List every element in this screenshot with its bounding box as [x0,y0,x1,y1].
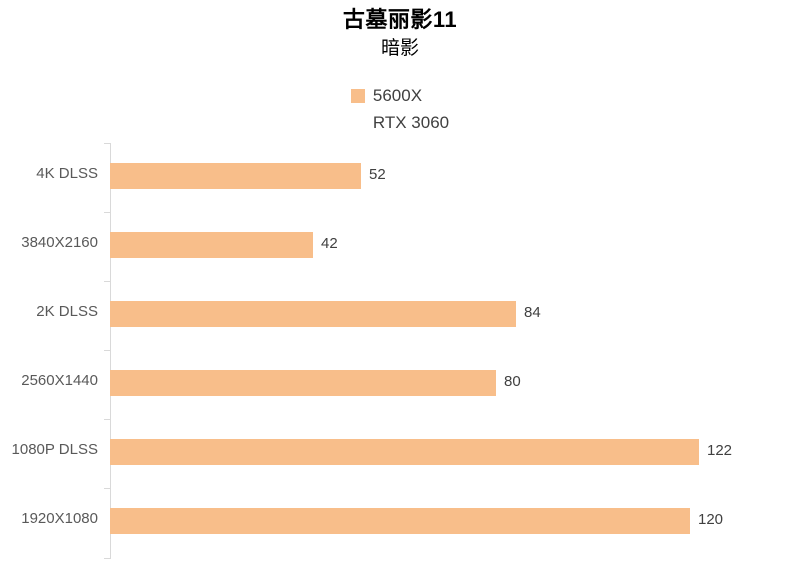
bar-4[interactable] [110,439,699,465]
bar-3[interactable] [110,370,496,396]
y-axis-tick [104,488,110,489]
bar-value-3: 80 [504,373,521,390]
bar-value-0: 52 [369,166,386,183]
plot-area: 4K DLSS 52 3840X2160 42 2K DLSS 84 2560X… [12,143,800,558]
bar-value-1: 42 [321,235,338,252]
bar-0[interactable] [110,163,361,189]
legend-entry-5600x[interactable]: 5600X [350,84,449,108]
chart-subtitle: 暗影 [380,38,419,59]
category-label-3: 2560X1440 [21,372,98,389]
category-label-5: 1920X1080 [21,510,98,527]
y-axis-line [110,143,111,559]
chart-legend: 5600X RTX 3060 [0,84,800,136]
legend-note: RTX 3060 [372,113,450,132]
y-axis-tick [104,558,110,559]
category-label-2: 2K DLSS [36,303,98,320]
y-axis-tick [104,143,110,144]
bar-2[interactable] [110,301,516,327]
y-axis-tick [104,350,110,351]
bar-1[interactable] [110,232,313,258]
category-label-0: 4K DLSS [36,165,98,182]
chart-title-block: 古墓丽影11 暗影 [0,6,800,62]
bar-row-0: 4K DLSS 52 [36,143,800,212]
bar-value-4: 122 [707,442,733,459]
bar-row-3: 2560X1440 80 [21,350,800,419]
bar-row-2: 2K DLSS 84 [36,281,800,350]
legend-row: 5600X RTX 3060 [350,84,450,136]
legend-label: 5600X [372,86,423,105]
bar-value-5: 120 [698,511,724,528]
bar-row-1: 3840X2160 42 [21,212,800,281]
y-axis-tick [104,419,110,420]
bar-5[interactable] [110,508,690,534]
bar-row-5: 1920X1080 120 [21,488,800,557]
category-label-1: 3840X2160 [21,234,98,251]
bar-value-2: 84 [524,304,541,321]
category-label-4: 1080P DLSS [11,441,98,458]
y-axis-tick [104,281,110,282]
chart-title: 古墓丽影11 [342,7,458,32]
y-axis-tick [104,212,110,213]
legend-swatch-icon [350,89,365,103]
bar-row-4: 1080P DLSS 122 [12,419,800,488]
